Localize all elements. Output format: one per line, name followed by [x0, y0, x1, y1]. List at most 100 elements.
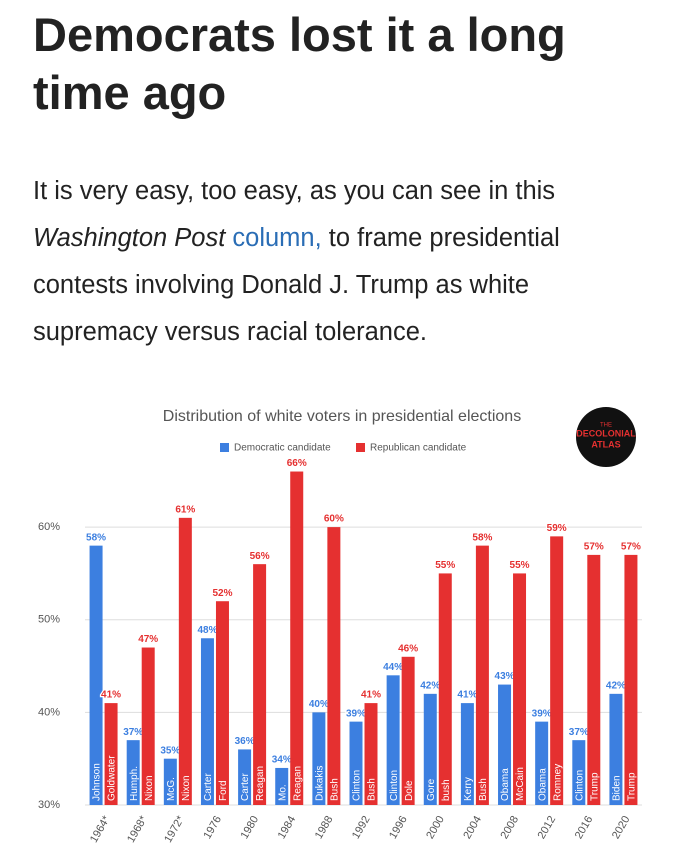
bar [438, 573, 452, 805]
data-label: 58% [472, 532, 492, 543]
chart-title: Distribution of white voters in presiden… [163, 408, 521, 425]
bar [460, 703, 474, 805]
data-label: 37% [569, 727, 589, 738]
x-tick-label: 1968* [125, 813, 150, 845]
x-tick-label: 1996 [387, 814, 410, 841]
x-tick-label: 2004 [461, 814, 484, 841]
data-label: 42% [420, 680, 440, 691]
bar [178, 517, 192, 805]
x-tick-label: 1976 [201, 814, 224, 841]
bar [364, 703, 378, 805]
x-tick-label: 2000 [424, 814, 447, 841]
legend-swatch [220, 443, 229, 452]
bar [253, 564, 267, 805]
bar [215, 601, 229, 805]
candidate-label: Trump [589, 772, 600, 801]
x-tick-label: 2008 [499, 814, 522, 841]
x-tick-label: 2020 [610, 814, 633, 841]
bar [386, 675, 400, 805]
candidate-label: Obama [500, 768, 511, 801]
candidate-label: Bush [478, 778, 489, 801]
bar [163, 758, 177, 805]
bar [312, 712, 326, 805]
bar [624, 554, 638, 805]
data-label: 60% [324, 514, 344, 525]
data-label: 37% [123, 727, 143, 738]
candidate-label: Clinton [574, 770, 585, 801]
text: It is very easy, too easy, as you can se… [33, 177, 556, 205]
candidate-label: Humph. [129, 766, 140, 801]
bar [349, 721, 363, 805]
bar [609, 693, 623, 805]
candidate-label: McG. [166, 777, 177, 801]
candidate-label: Carter [203, 773, 214, 801]
candidate-label: Bush [367, 778, 378, 801]
candidate-label: Bush [330, 778, 341, 801]
logo [576, 407, 636, 467]
candidate-label: Goldwater [107, 755, 118, 801]
candidate-label: Nixon [181, 775, 192, 801]
candidate-label: Trump [627, 772, 638, 801]
candidate-label: Carter [240, 773, 251, 801]
y-tick-label: 50% [38, 614, 60, 626]
data-label: 57% [584, 542, 604, 553]
data-label: 52% [212, 588, 232, 599]
candidate-label: Biden [612, 775, 623, 801]
y-tick-label: 60% [38, 521, 60, 533]
data-label: 40% [309, 699, 329, 710]
x-tick-label: 1972* [162, 813, 187, 845]
data-label: 58% [86, 532, 106, 543]
x-tick-label: 2012 [536, 814, 559, 841]
bar [423, 693, 437, 805]
candidate-label: Dukakis [315, 765, 326, 801]
bar [104, 703, 118, 805]
chart: Distribution of white voters in presiden… [38, 407, 642, 845]
x-tick-label: 2016 [573, 814, 596, 841]
bar [475, 545, 489, 805]
y-tick-label: 30% [38, 799, 60, 811]
candidate-label: Gore [426, 778, 437, 801]
data-label: 57% [621, 542, 641, 553]
data-label: 46% [398, 643, 418, 654]
data-label: 55% [435, 560, 455, 571]
legend-label: Republican candidate [370, 443, 467, 454]
data-label: 36% [235, 736, 255, 747]
data-label: 41% [457, 690, 477, 701]
candidate-label: Reagan [255, 766, 266, 801]
bar [513, 573, 527, 805]
logo-text: DECOLONIAL [576, 428, 636, 438]
bar [498, 684, 512, 805]
bar [550, 536, 564, 805]
data-label: 66% [287, 458, 307, 469]
article-body: It is very easy, too easy, as you can se… [33, 168, 653, 356]
candidate-label: Ford [218, 780, 229, 801]
data-label: 56% [250, 551, 270, 562]
data-label: 47% [138, 634, 158, 645]
logo-text: THE [600, 423, 612, 429]
x-tick-label: 1988 [313, 814, 336, 841]
bar [587, 554, 601, 805]
text: to frame presidential contests involving… [33, 224, 560, 346]
data-label: 55% [510, 560, 530, 571]
data-label: 41% [361, 690, 381, 701]
candidate-label: McCain [515, 767, 526, 801]
data-label: 42% [606, 680, 626, 691]
candidate-label: Johnson [92, 763, 103, 801]
candidate-label: Dole [404, 780, 415, 801]
link[interactable]: column, [225, 224, 322, 252]
bar [327, 527, 341, 805]
candidate-label: Reagan [292, 766, 303, 801]
bar [141, 647, 155, 805]
data-label: 41% [101, 690, 121, 701]
data-label: 43% [495, 671, 515, 682]
bar [401, 656, 415, 805]
data-label: 59% [547, 523, 567, 534]
bar [275, 767, 289, 805]
data-label: 48% [197, 625, 217, 636]
x-tick-label: 1964* [88, 813, 113, 845]
candidate-label: Obama [537, 768, 548, 801]
headline: Democrats lost it a long time ago [33, 8, 566, 119]
bar [89, 545, 103, 805]
bar [572, 740, 586, 805]
